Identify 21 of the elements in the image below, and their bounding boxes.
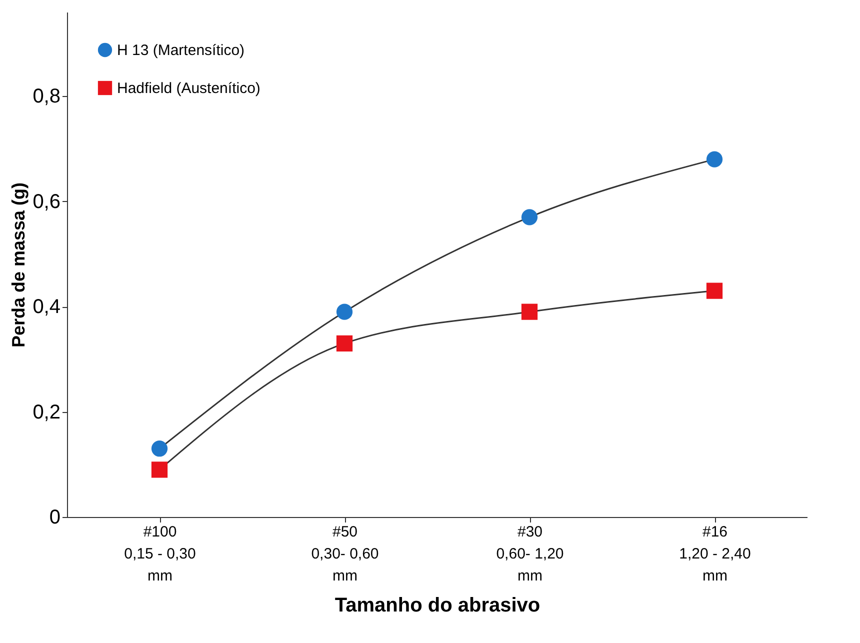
point [521,304,538,320]
x-tick-label: #50 0,30- 0,60 mm [311,524,379,584]
point [336,335,353,352]
point [706,151,723,168]
legend-label: H 13 (Martensítico) [117,42,245,59]
x-tick-label: #30 0,60- 1,20 mm [496,524,564,584]
point [151,440,168,457]
y-axis-title: Perda de massa (g) [8,182,29,348]
point [521,209,538,226]
y-tick-label: 0 [49,506,60,528]
point [706,282,723,299]
point [336,304,353,320]
y-tick-label: 0,6 [32,190,60,213]
x-tick-label: #16 1,20 - 2,40 mm [679,524,751,584]
y-tick-label: 0,2 [32,401,60,424]
point [151,462,168,478]
y-tick-label: 0,8 [32,86,60,108]
legend-label: Hadfield (Austenítico) [117,80,260,97]
x-tick-label: #100 0,15 - 0,30 mm [124,524,196,584]
x-axis-title: Tamanho do abrasivo [334,594,540,616]
y-tick-label: 0,4 [32,296,60,318]
